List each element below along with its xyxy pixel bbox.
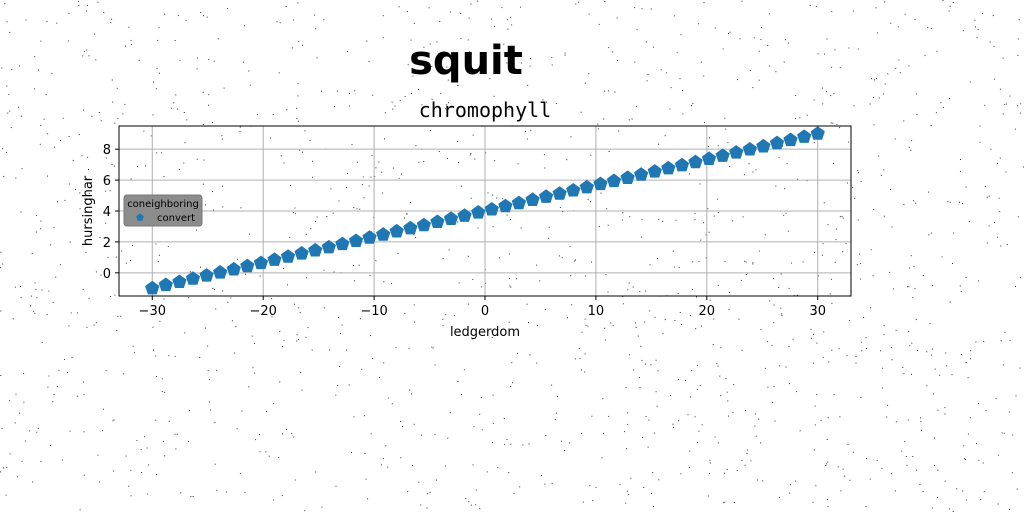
data-point [226, 261, 241, 276]
data-point [348, 233, 364, 248]
data-point [769, 135, 785, 150]
data-point [552, 186, 567, 200]
data-point [606, 173, 622, 188]
x-axis-label: ledgerdom [450, 325, 520, 340]
data-point [674, 157, 690, 172]
grid-lines [119, 126, 851, 296]
data-point [797, 129, 812, 143]
data-point [158, 277, 173, 292]
data-point [416, 217, 432, 232]
data-point [593, 176, 608, 191]
legend-entry-label: convert [157, 213, 195, 224]
data-point [783, 132, 798, 147]
legend-marker-icon [136, 213, 144, 221]
x-tick-label: −20 [249, 304, 276, 319]
data-point [280, 249, 296, 263]
data-point [199, 268, 214, 282]
data-point [538, 189, 554, 203]
legend: coneighboring convert [123, 194, 203, 227]
x-axis-ticks: −30 −20 −10 0 10 20 30 [139, 296, 826, 319]
data-point [701, 151, 717, 165]
data-point [240, 258, 255, 273]
y-axis-label: hursinghar [81, 175, 96, 246]
data-point [430, 214, 445, 229]
data-point [566, 182, 581, 197]
data-point [810, 126, 825, 140]
data-point [661, 160, 676, 175]
x-tick-label: 20 [699, 304, 716, 319]
data-point [185, 271, 201, 285]
data-point [742, 141, 757, 156]
legend-box [123, 194, 203, 227]
data-point [267, 252, 282, 266]
data-point [457, 208, 472, 222]
y-tick-label: 2 [103, 236, 111, 251]
data-point [484, 201, 499, 216]
data-point [647, 164, 662, 178]
data-point [729, 145, 744, 159]
data-point [634, 167, 649, 181]
y-tick-label: 8 [103, 143, 111, 158]
data-point [294, 246, 309, 260]
data-point [253, 255, 269, 270]
chart-title: chromophyll [419, 98, 551, 122]
data-point [511, 195, 527, 210]
data-point [525, 192, 540, 206]
data-point [579, 179, 594, 194]
data-point [335, 236, 350, 251]
y-axis-ticks: 0 2 4 6 8 [103, 143, 119, 282]
data-point [376, 227, 391, 241]
y-tick-label: 4 [103, 205, 111, 220]
data-point [362, 230, 377, 244]
legend-title: coneighboring [127, 199, 199, 210]
data-point [308, 242, 323, 257]
data-point [403, 220, 418, 235]
data-point [172, 274, 187, 288]
data-point [145, 280, 160, 295]
data-point [213, 265, 228, 279]
y-tick-label: 0 [103, 267, 111, 282]
data-point [498, 198, 513, 213]
data-point [443, 211, 459, 225]
data-point [688, 154, 703, 169]
y-tick-label: 6 [103, 174, 111, 189]
chart-suptitle: squit [409, 38, 523, 84]
x-tick-label: 30 [809, 304, 826, 319]
x-tick-label: 10 [588, 304, 605, 319]
x-tick-label: −30 [139, 304, 166, 319]
data-point [756, 138, 771, 153]
x-tick-label: 0 [481, 304, 489, 319]
data-point [715, 148, 730, 162]
data-point [321, 239, 336, 254]
scatter-points [145, 126, 825, 295]
data-point [389, 223, 404, 238]
data-point [471, 205, 486, 219]
data-point [620, 170, 635, 184]
x-tick-label: −10 [360, 304, 387, 319]
